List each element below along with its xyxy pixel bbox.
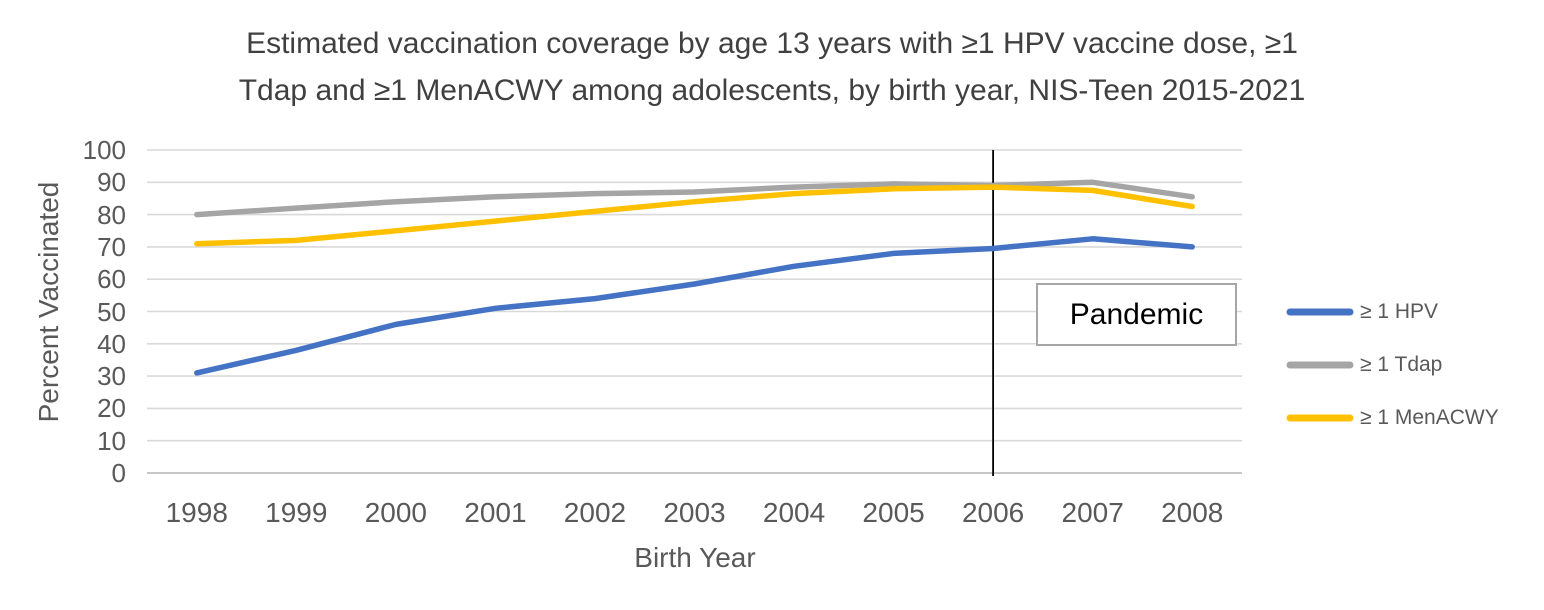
x-tick-label: 2006: [961, 497, 1025, 528]
y-tick-label: 0: [111, 458, 126, 488]
x-tick-label: 2005: [862, 497, 925, 528]
legend-swatch-line: [1286, 361, 1354, 369]
x-tick-label: 2004: [762, 497, 826, 528]
y-tick-label: 30: [97, 361, 126, 392]
x-tick-label: 2003: [663, 497, 726, 528]
y-tick-label: 10: [97, 425, 126, 456]
legend-label: ≥ 1 MenACWY: [1360, 406, 1499, 429]
x-tick-label: 2001: [464, 497, 527, 528]
chart-title-line-1: Estimated vaccination coverage by age 13…: [246, 27, 1298, 60]
legend-swatch-line: [1286, 308, 1354, 316]
x-axis-title: Birth Year: [634, 542, 756, 573]
y-tick-label: 80: [97, 199, 126, 230]
legend-label: ≥ 1 Tdap: [1360, 353, 1443, 376]
legend-item: ≥ 1 HPV: [1286, 296, 1499, 328]
y-tick-label: 50: [97, 296, 126, 327]
x-tick-label: 1998: [165, 497, 228, 528]
legend-swatch-line: [1286, 414, 1354, 422]
legend-item: ≥ 1 MenACWY: [1286, 402, 1499, 434]
legend-item: ≥ 1 Tdap: [1286, 349, 1499, 381]
y-tick-label: 60: [97, 264, 126, 295]
legend: ≥ 1 HPV ≥ 1 Tdap ≥ 1 MenACWY: [1286, 296, 1499, 434]
series-line-1-menacwy: [194, 184, 1195, 247]
y-tick-label: 90: [97, 167, 126, 198]
y-tick-label: 70: [97, 231, 126, 262]
y-tick-label: 40: [97, 328, 126, 359]
x-tick-label: 2002: [563, 497, 627, 528]
chart-title: Estimated vaccination coverage by age 13…: [122, 20, 1422, 114]
pandemic-annotation-box: Pandemic: [1036, 283, 1237, 346]
pandemic-annotation-label: Pandemic: [1069, 297, 1204, 331]
series-line-1-tdap: [194, 179, 1195, 218]
x-tick-label: 2000: [364, 497, 427, 528]
y-tick-label: 100: [82, 135, 126, 165]
legend-label: ≥ 1 HPV: [1360, 300, 1439, 323]
series-line-1-hpv: [194, 236, 1195, 376]
x-tick-label: 2008: [1161, 497, 1224, 528]
y-tick-label: 20: [97, 393, 126, 424]
x-tick-label: 2007: [1061, 497, 1124, 528]
chart-title-line-2: Tdap and ≥1 MenACWY among adolescents, b…: [238, 74, 1306, 107]
x-tick-label: 1999: [265, 497, 328, 528]
